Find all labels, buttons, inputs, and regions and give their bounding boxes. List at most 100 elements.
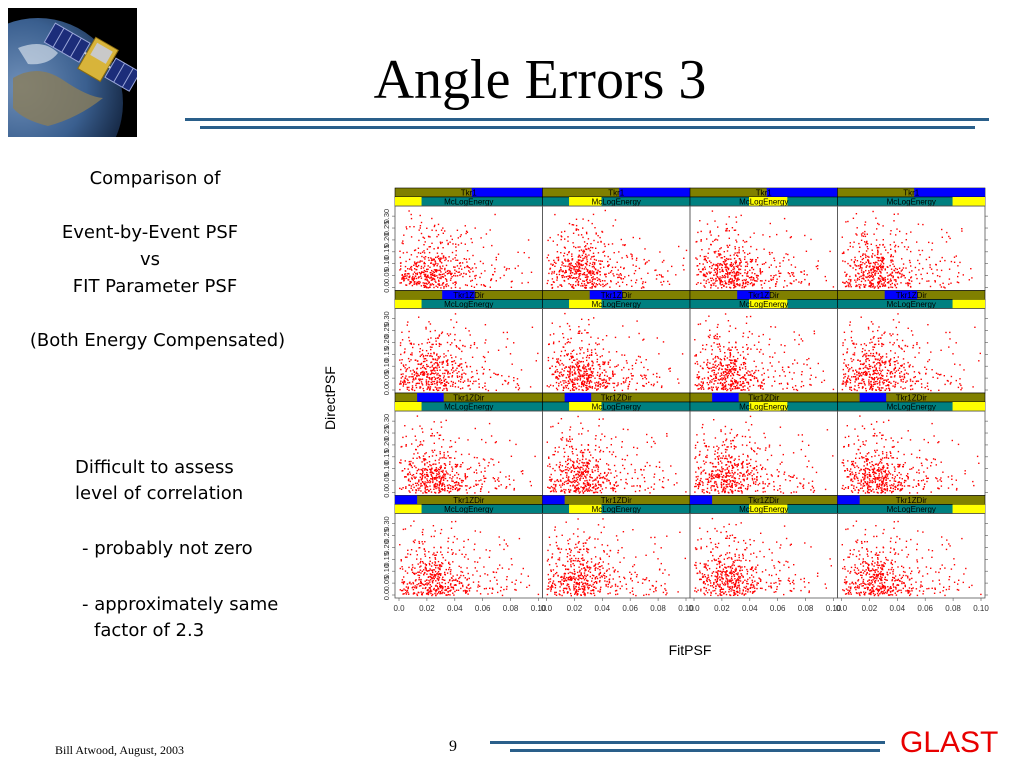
data-point — [585, 248, 587, 250]
data-point — [457, 473, 460, 476]
data-point — [413, 264, 415, 266]
data-point — [435, 256, 437, 259]
data-point — [865, 387, 867, 390]
data-point — [438, 473, 441, 475]
data-point — [715, 376, 717, 379]
data-point — [875, 367, 877, 369]
data-point — [413, 271, 416, 273]
data-point — [435, 475, 438, 477]
data-point — [570, 352, 572, 355]
data-point — [801, 380, 803, 383]
data-point — [576, 353, 578, 355]
data-point — [908, 259, 911, 262]
data-point — [779, 262, 781, 264]
data-point — [515, 386, 517, 389]
data-point — [617, 281, 619, 283]
data-point — [591, 364, 594, 366]
data-point — [894, 385, 896, 387]
data-point — [413, 226, 415, 228]
data-point — [875, 351, 878, 354]
data-point — [421, 476, 424, 478]
data-point — [468, 453, 470, 455]
data-point — [932, 272, 934, 275]
data-point — [736, 274, 738, 276]
data-point — [438, 258, 440, 260]
data-point — [924, 387, 926, 389]
data-point — [591, 277, 593, 279]
data-point — [450, 369, 453, 371]
data-point — [594, 268, 597, 270]
data-point — [853, 354, 856, 356]
data-point — [717, 386, 719, 389]
data-point — [891, 272, 893, 274]
data-point — [865, 250, 868, 252]
data-point — [610, 280, 612, 282]
data-point — [874, 364, 876, 367]
data-point — [571, 371, 573, 373]
data-point — [868, 381, 870, 383]
data-point — [859, 264, 862, 266]
data-point — [430, 257, 432, 259]
data-point — [881, 266, 884, 269]
data-point — [449, 344, 452, 346]
data-point — [868, 262, 870, 264]
data-point — [738, 249, 740, 251]
data-point — [715, 285, 717, 287]
strip-range-yellow — [749, 299, 788, 309]
data-point — [446, 472, 448, 474]
data-point — [889, 264, 891, 267]
data-point — [741, 377, 743, 379]
data-point — [889, 362, 891, 365]
data-point — [584, 371, 587, 373]
data-point — [880, 275, 882, 278]
data-point — [439, 475, 441, 477]
data-point — [848, 278, 850, 281]
data-point — [879, 389, 881, 392]
data-point — [867, 255, 869, 258]
data-point — [425, 459, 427, 461]
data-point — [751, 375, 754, 377]
data-point — [696, 361, 698, 363]
data-point — [459, 364, 461, 366]
data-point — [413, 486, 415, 489]
data-point — [847, 282, 849, 284]
data-point — [855, 285, 857, 288]
data-point — [420, 354, 422, 356]
data-point — [742, 335, 744, 338]
data-point — [869, 342, 871, 344]
data-point — [883, 277, 885, 280]
data-point — [894, 352, 896, 354]
data-point — [415, 377, 417, 379]
data-point — [452, 282, 454, 284]
data-point — [735, 359, 737, 361]
data-point — [431, 435, 433, 437]
data-point — [775, 266, 777, 268]
data-point — [552, 240, 554, 242]
data-point — [464, 473, 466, 475]
data-point — [577, 486, 579, 489]
data-point — [494, 213, 496, 216]
data-point — [445, 378, 447, 381]
data-point — [881, 361, 883, 364]
data-point — [440, 480, 442, 482]
data-point — [770, 279, 773, 281]
data-point — [735, 221, 738, 223]
data-point — [567, 382, 569, 385]
data-point — [872, 346, 874, 348]
data-point — [910, 277, 912, 279]
data-point — [726, 273, 728, 275]
data-point — [623, 366, 625, 369]
data-point — [438, 374, 440, 376]
data-point — [918, 371, 920, 374]
data-point — [753, 283, 755, 285]
data-point — [857, 377, 859, 379]
data-point — [475, 380, 477, 382]
data-point — [578, 330, 580, 333]
data-point — [749, 258, 752, 261]
data-point — [468, 258, 471, 260]
data-point — [430, 378, 433, 380]
data-point — [879, 244, 881, 246]
data-point — [592, 255, 594, 258]
data-point — [439, 277, 441, 279]
data-point — [708, 248, 710, 250]
